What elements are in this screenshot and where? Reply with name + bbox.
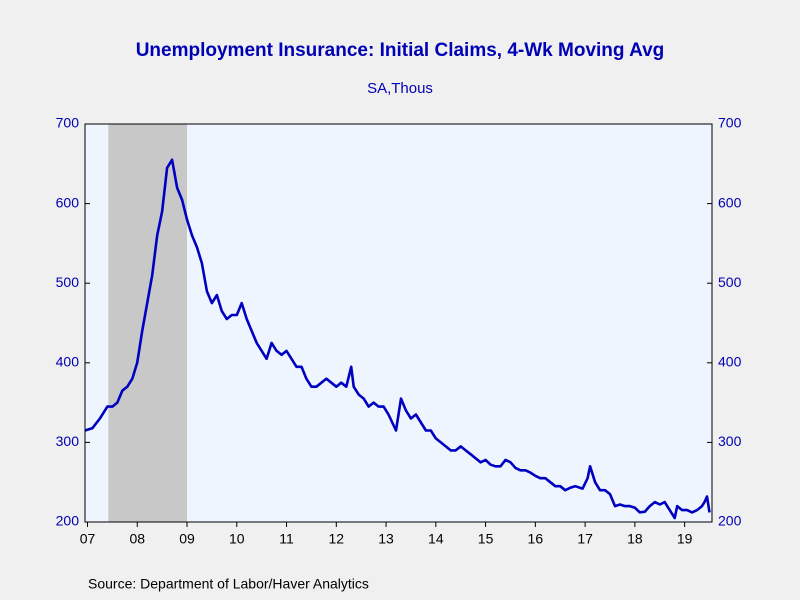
recession-band	[108, 124, 188, 522]
y-tick-label: 600	[56, 194, 80, 210]
x-tick-label: 07	[80, 531, 96, 547]
y-tick-label: 200	[56, 513, 80, 529]
chart-subtitle: SA,Thous	[367, 80, 433, 97]
source-note: Source: Department of Labor/Haver Analyt…	[88, 576, 369, 592]
chart-title: Unemployment Insurance: Initial Claims, …	[136, 40, 665, 61]
y2-tick-label: 700	[718, 115, 742, 131]
x-tick-label: 15	[478, 531, 494, 547]
y-tick-label: 400	[56, 354, 80, 370]
y2-tick-label: 300	[718, 433, 742, 449]
y-tick-label: 700	[56, 115, 80, 131]
y2-tick-label: 600	[718, 194, 742, 210]
y-tick-label: 300	[56, 433, 80, 449]
plot-area	[85, 124, 712, 522]
x-tick-label: 14	[428, 531, 444, 547]
y2-tick-label: 400	[718, 354, 742, 370]
plot-frame	[84, 123, 713, 523]
x-tick-label: 16	[528, 531, 544, 547]
y2-tick-label: 200	[718, 513, 742, 529]
x-tick-label: 09	[179, 531, 195, 547]
y2-tick-label: 500	[718, 274, 742, 290]
x-tick-label: 10	[229, 531, 245, 547]
y-tick-label: 500	[56, 274, 80, 290]
x-tick-label: 13	[378, 531, 394, 547]
x-tick-label: 17	[577, 531, 593, 547]
x-tick-label: 11	[279, 531, 294, 547]
x-tick-label: 12	[329, 531, 345, 547]
data-line	[84, 158, 711, 520]
x-tick-label: 19	[677, 531, 693, 547]
x-tick-label: 18	[627, 531, 643, 547]
x-tick-label: 08	[129, 531, 145, 547]
